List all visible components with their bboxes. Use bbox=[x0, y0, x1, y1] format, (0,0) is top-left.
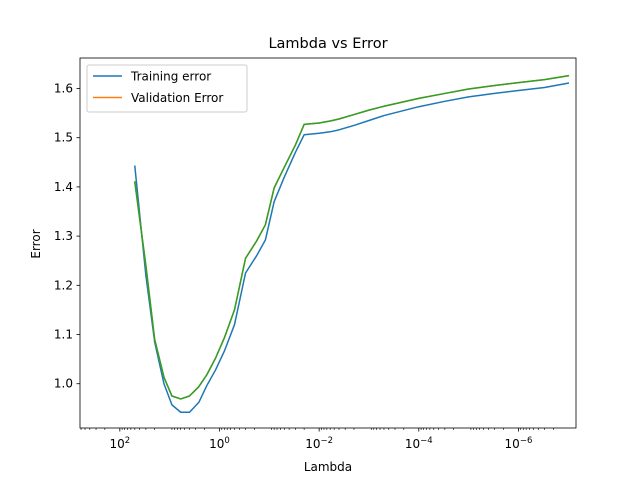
y-axis: 1.0 1.1 1.2 1.3 1.4 1.5 1.6 bbox=[54, 82, 80, 391]
y-tick-label: 1.0 bbox=[54, 377, 73, 391]
chart-title: Lambda vs Error bbox=[268, 36, 387, 52]
axes-background bbox=[80, 58, 576, 428]
legend: Training error Validation Error bbox=[86, 64, 248, 113]
x-axis-label: Lambda bbox=[304, 460, 352, 474]
plot-area bbox=[79, 57, 577, 429]
series-line-1 bbox=[134, 82, 570, 414]
y-tick-label: 1.3 bbox=[54, 229, 73, 243]
x-axis: 102 100 10−2 10−4 10−6 bbox=[80, 428, 554, 451]
series-layer bbox=[133, 74, 570, 414]
y-tick-label: 1.6 bbox=[54, 82, 73, 96]
legend-label: Validation Error bbox=[131, 91, 223, 105]
legend-label: Training error bbox=[130, 70, 211, 84]
legend-box bbox=[86, 64, 248, 113]
y-tick-label: 1.2 bbox=[54, 278, 73, 292]
y-tick-label: 1.4 bbox=[54, 180, 73, 194]
axes-frame bbox=[79, 57, 577, 429]
y-tick-label: 1.1 bbox=[54, 328, 73, 342]
series-line-3 bbox=[133, 74, 570, 400]
y-tick-label: 1.5 bbox=[54, 131, 73, 145]
y-axis-label: Error bbox=[29, 229, 43, 258]
